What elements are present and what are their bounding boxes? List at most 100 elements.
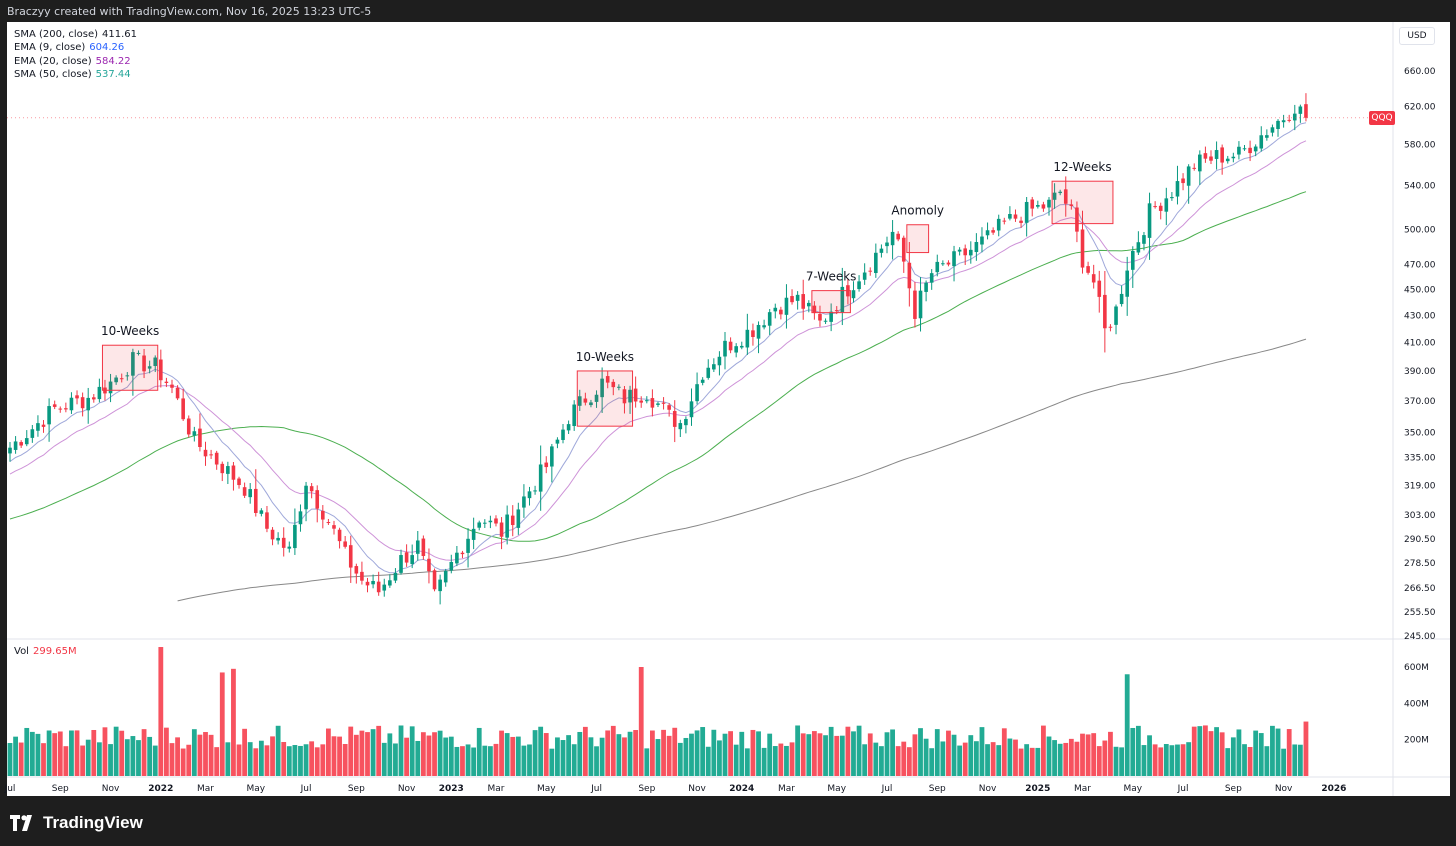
candle-body	[1287, 119, 1291, 121]
candle-body	[773, 307, 778, 312]
candle-body	[1242, 148, 1247, 150]
candle-body	[1013, 214, 1018, 219]
candle-up	[8, 442, 12, 462]
candle-up	[393, 568, 398, 584]
candle-up	[1047, 197, 1051, 216]
chart-frame[interactable]	[7, 22, 1450, 796]
candle-down	[1248, 140, 1252, 162]
candle-body	[293, 524, 297, 549]
candle-up	[712, 358, 716, 373]
time-axis-tick: Mar	[197, 784, 214, 794]
candle-down	[220, 461, 225, 482]
volume-legend[interactable]: Vol 299.65M	[14, 646, 77, 657]
candle-body	[656, 403, 660, 405]
candle-down	[354, 563, 359, 584]
candle-down	[58, 406, 63, 413]
candle-down	[901, 235, 906, 273]
candle-body	[589, 402, 593, 406]
price-axis-tick: 430.00	[1404, 311, 1436, 321]
volume-bar-down	[74, 730, 80, 776]
volume-bar-up	[739, 731, 745, 776]
price-axis-tick: 278.50	[1404, 559, 1436, 569]
candle-up	[985, 222, 990, 240]
volume-bar-up	[923, 738, 929, 776]
candle-up	[30, 424, 35, 443]
legend-row-sma200[interactable]: SMA (200, close) 411.61	[14, 28, 137, 41]
volume-bar-up	[1175, 744, 1180, 776]
candle-body	[779, 309, 783, 315]
candle-body	[633, 388, 638, 402]
volume-bar-up	[1270, 725, 1275, 776]
volume-bar-up	[13, 736, 18, 776]
volume-bar-down	[404, 737, 410, 776]
candle-body	[1276, 120, 1280, 129]
volume-bar-down	[649, 730, 655, 776]
volume-bar-down	[867, 733, 873, 776]
candle-body	[270, 529, 275, 540]
candle-body	[1036, 205, 1040, 207]
candle-body	[522, 496, 526, 508]
volume-bar-up	[616, 734, 622, 776]
candle-down	[64, 402, 68, 413]
volume-bar-down	[990, 742, 996, 776]
candle-down	[963, 244, 968, 265]
candle-body	[611, 381, 616, 388]
candle-down	[1002, 217, 1007, 225]
volume-bar-up	[733, 744, 739, 776]
candle-down	[667, 403, 671, 417]
volume-bar-up	[292, 745, 298, 776]
candle-body	[125, 375, 130, 377]
time-axis-tick: Sep	[929, 784, 946, 794]
volume-bar-up	[1135, 725, 1141, 776]
time-axis-tick: Nov	[979, 784, 997, 794]
currency-button[interactable]: USD	[1399, 27, 1435, 45]
candle-body	[404, 552, 409, 563]
candle-up	[566, 420, 571, 434]
volume-bar-down	[912, 734, 918, 776]
volume-bar-up	[1292, 744, 1298, 776]
volume-axis-tick: 600M	[1404, 663, 1429, 673]
legend-row-sma50[interactable]: SMA (50, close) 537.44	[14, 68, 137, 81]
volume-legend-value: 299.65M	[32, 646, 77, 657]
volume-bar-up	[1230, 737, 1236, 776]
volume-bar-down	[1102, 740, 1108, 776]
time-axis-tick: Nov	[688, 784, 706, 794]
candle-up	[941, 260, 945, 266]
candle-up	[86, 387, 91, 424]
legend-row-ema20[interactable]: EMA (20, close) 584.22	[14, 55, 137, 68]
volume-bar-down	[52, 733, 58, 776]
candle-down	[946, 260, 951, 267]
tradingview-logo: TradingView	[10, 812, 143, 834]
volume-bar-up	[839, 735, 845, 776]
candle-body	[1142, 235, 1146, 244]
price-axis-tick: 319.00	[1404, 482, 1436, 492]
candle-body	[1203, 153, 1208, 159]
candle-down	[348, 535, 353, 583]
volume-bar-down	[460, 746, 465, 776]
candle-body	[706, 367, 711, 378]
candle-body	[700, 379, 705, 383]
candle-up	[24, 430, 29, 447]
candle-up	[36, 415, 40, 437]
candle-down	[1158, 202, 1163, 220]
candle-down	[661, 397, 666, 410]
volume-bar-down	[180, 748, 186, 776]
volume-bar-down	[510, 736, 516, 776]
volume-bar-up	[191, 729, 197, 776]
volume-bar-up	[1169, 745, 1175, 776]
volume-bar-up	[298, 745, 303, 776]
candle-up	[298, 504, 303, 532]
volume-bar-up	[465, 744, 471, 776]
candle-body	[823, 320, 828, 322]
volume-bar-up	[225, 742, 231, 776]
volume-bar-up	[968, 735, 974, 776]
volume-bar-up	[890, 729, 895, 776]
volume-bar-down	[610, 725, 616, 776]
legend-row-ema9[interactable]: EMA (9, close) 604.26	[14, 41, 137, 54]
candle-body	[818, 313, 822, 321]
candle-up	[69, 392, 74, 414]
time-axis-tick: May	[1123, 784, 1142, 794]
candle-body	[1214, 150, 1219, 159]
volume-bar-up	[884, 732, 890, 776]
